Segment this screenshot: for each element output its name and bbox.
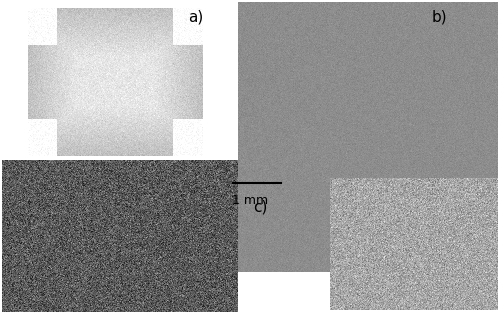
Text: a): a) bbox=[188, 10, 203, 25]
Text: b): b) bbox=[432, 10, 448, 25]
Text: c): c) bbox=[253, 200, 268, 215]
Text: 1 mm: 1 mm bbox=[232, 194, 268, 207]
